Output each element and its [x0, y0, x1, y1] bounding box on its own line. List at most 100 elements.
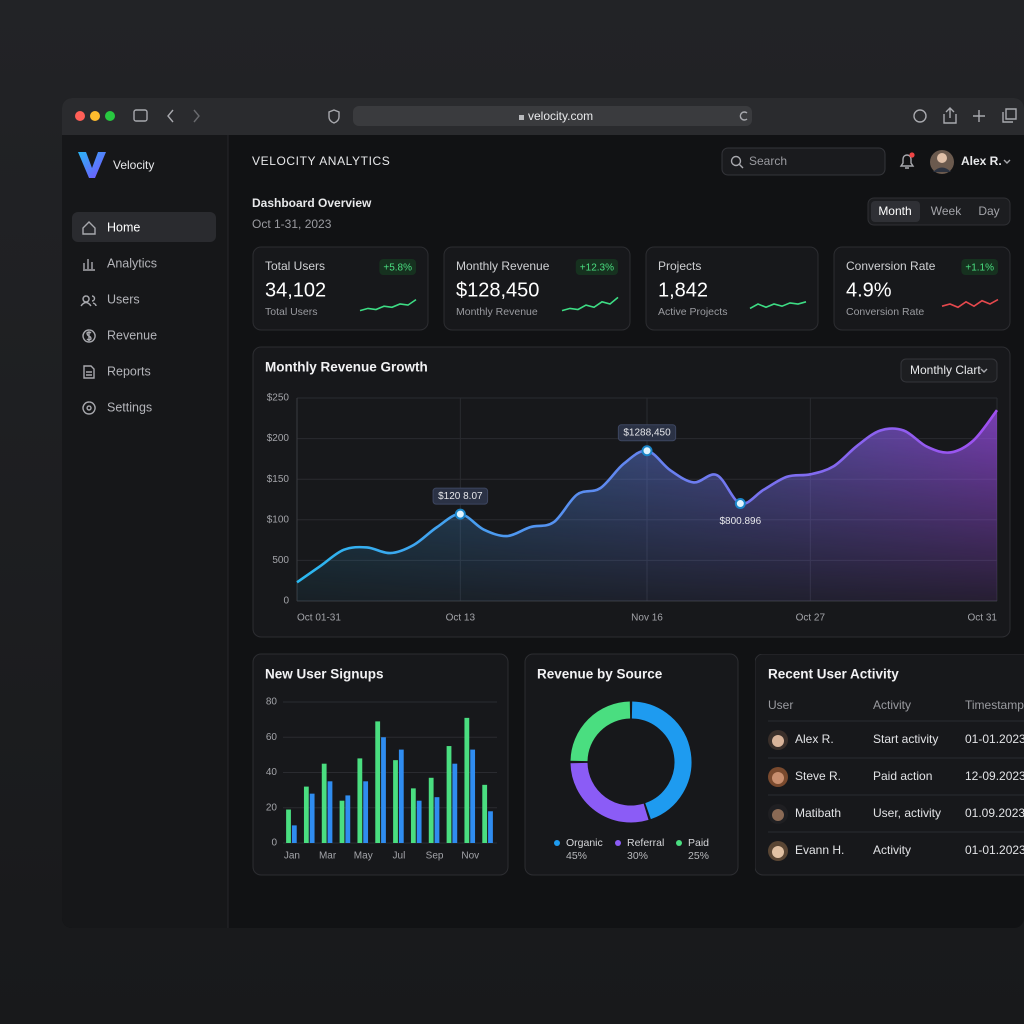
- activity-table: User Activity Timestamp Alex R. Start activi…: [768, 698, 1024, 861]
- periods: Month Week Day: [878, 204, 999, 218]
- nav-icon: [83, 365, 95, 379]
- activity: Paid action: [873, 769, 932, 783]
- kpi-change: +5.8%: [383, 263, 412, 274]
- timestamp: 01.09.2023: [965, 806, 1024, 820]
- search-icon: [730, 155, 742, 167]
- period-option[interactable]: Month: [878, 204, 911, 218]
- search-box[interactable]: [721, 147, 886, 176]
- activity: User, activity: [873, 806, 941, 820]
- kpi-sparkline: [359, 298, 417, 312]
- logo: [78, 152, 106, 178]
- nav-item[interactable]: Reports: [107, 364, 151, 378]
- bar: [470, 749, 476, 843]
- new-tab-button[interactable]: [973, 110, 985, 122]
- user-menu-chevron[interactable]: [1003, 159, 1011, 164]
- notification-dot: [909, 152, 915, 158]
- y-tick-label: 0: [271, 838, 277, 849]
- close-button[interactable]: [75, 111, 85, 121]
- period-option[interactable]: Week: [931, 204, 962, 218]
- nav-item[interactable]: Revenue: [107, 328, 157, 342]
- donut-segment: [570, 762, 649, 823]
- period-active-bg: [871, 201, 920, 222]
- x-tick-label: Sep: [426, 851, 444, 862]
- nav-active-bg: [72, 212, 216, 242]
- x-tick-label: Nov: [461, 851, 479, 862]
- donut-segment: [631, 701, 692, 820]
- section-label: VELOCITY ANALYTICS: [252, 154, 390, 168]
- nav-item[interactable]: Settings: [107, 400, 152, 414]
- nav-item[interactable]: Analytics: [107, 256, 157, 270]
- bar: [345, 795, 351, 843]
- tabs-button[interactable]: [1002, 108, 1017, 123]
- sidebar-toggle[interactable]: [133, 109, 148, 122]
- row-avatar-face: [772, 809, 784, 821]
- maximize-button[interactable]: [105, 111, 115, 121]
- revenue-title: Monthly Revenue Growth: [265, 360, 428, 375]
- legend-dot: [615, 840, 621, 846]
- legend-label: Referral: [627, 837, 664, 849]
- kpi-card: [645, 246, 819, 331]
- reload-button[interactable]: [739, 111, 748, 121]
- timestamp: 01-01.2023: [965, 843, 1024, 857]
- y-tick-label: 40: [266, 767, 278, 778]
- x-tick-label: Jan: [284, 851, 300, 862]
- kpi-change: +12.3%: [580, 263, 614, 274]
- bar: [482, 784, 488, 843]
- kpi-row: Total Users 34,102 Total Users +5.8% Monthly…: [252, 246, 1011, 331]
- user-avatar-face: [937, 153, 947, 163]
- kpi-change-badge: [575, 259, 618, 275]
- kpi-value: 1,842: [658, 279, 708, 301]
- browser-window: velocity.com Velocity Home Analytics Users…: [62, 98, 1024, 928]
- nav-item[interactable]: Users: [107, 292, 140, 306]
- revenue-area: [297, 410, 997, 601]
- kpi-value: 34,102: [265, 279, 326, 301]
- kpi-label: Projects: [658, 259, 701, 273]
- chart-dropdown[interactable]: [900, 358, 998, 383]
- back-button[interactable]: [167, 109, 174, 123]
- period-option[interactable]: Day: [978, 204, 999, 218]
- user-name[interactable]: Alex R.: [961, 154, 1002, 168]
- url-bar[interactable]: [353, 106, 752, 126]
- donut-segment: [570, 701, 631, 762]
- bar: [286, 809, 291, 843]
- privacy-button[interactable]: [913, 109, 927, 123]
- kpi-change-badge: [961, 259, 998, 275]
- notifications-button[interactable]: [899, 154, 915, 169]
- forward-button[interactable]: [193, 109, 200, 123]
- kpi-caption: Total Users: [265, 306, 318, 318]
- annotation-point: [454, 508, 466, 520]
- annotation-box: [432, 487, 489, 505]
- nav: Home Analytics Users Revenue Reports Settings: [80, 220, 157, 415]
- activity-card: [755, 654, 1024, 876]
- legend-dot: [554, 840, 560, 846]
- chart-dropdown-label: Monthly Clart: [910, 363, 981, 377]
- annotation-label: $1288,450: [623, 427, 671, 438]
- source-title: Revenue by Source: [537, 667, 663, 682]
- nav-item[interactable]: Home: [107, 220, 140, 234]
- kpi-label: Monthly Revenue: [456, 259, 550, 273]
- kpi-caption: Active Projects: [658, 306, 727, 318]
- bar: [434, 797, 440, 843]
- legend-label: Paid: [688, 837, 709, 849]
- bar: [357, 758, 363, 843]
- nav-icon: [82, 401, 96, 415]
- x-tick-label: Oct 31: [968, 613, 998, 624]
- legend-label: Organic: [566, 837, 603, 849]
- y-tick-label: 0: [283, 596, 289, 607]
- bar: [393, 760, 398, 843]
- share-button[interactable]: [943, 107, 957, 124]
- kpi-change: +1.1%: [965, 263, 994, 274]
- bar: [398, 749, 404, 843]
- lock-icon: [519, 115, 524, 120]
- bar: [446, 746, 452, 843]
- minimize-button[interactable]: [90, 111, 100, 121]
- x-tick-label: Mar: [319, 851, 337, 862]
- x-tick-label: Oct 13: [446, 613, 476, 624]
- annotation-box: [617, 424, 677, 442]
- source-card: [524, 653, 739, 876]
- timestamp: 12-09.2023: [965, 769, 1024, 783]
- bar: [363, 781, 369, 843]
- brand: Velocity: [113, 158, 154, 172]
